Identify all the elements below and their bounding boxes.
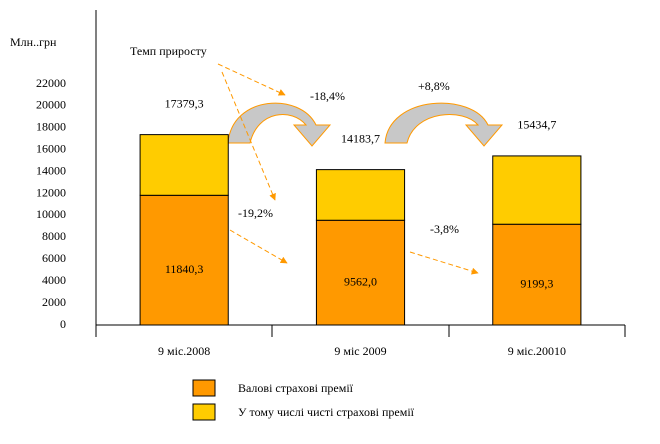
- annotation: Темп приросту: [130, 44, 207, 58]
- y-tick-label: 12000: [36, 185, 66, 199]
- bar-segment: [492, 223, 582, 326]
- dashed-arrow: [409, 251, 479, 275]
- x-tick-label: 9 міс.2008: [158, 344, 210, 358]
- legend-swatch: [192, 379, 216, 397]
- y-tick-label: 18000: [36, 120, 66, 134]
- annotation: -18,4%: [310, 89, 345, 103]
- y-tick-label: 0: [60, 317, 66, 331]
- data-label: 11840,3: [165, 262, 204, 276]
- total-label: 14183,7: [341, 131, 380, 145]
- y-tick-label: 10000: [36, 207, 66, 221]
- y-tick-label: 2000: [42, 295, 66, 309]
- annotation: -19,2%: [238, 206, 273, 220]
- bar-segment: [315, 219, 406, 326]
- data-label: 9199,3: [520, 276, 553, 290]
- annotation: +8,8%: [418, 79, 450, 93]
- dashed-arrow: [229, 229, 288, 264]
- y-tick-label: 20000: [36, 98, 66, 112]
- x-tick-label: 9 міс 2009: [334, 344, 386, 358]
- legend-label: Валові страхові премії: [238, 381, 354, 395]
- y-tick-label: 22000: [36, 76, 66, 90]
- dashed-arrow: [217, 63, 286, 96]
- growth-arrow: [384, 102, 504, 147]
- annotation: -3,8%: [430, 222, 459, 236]
- y-tick-label: 6000: [42, 251, 66, 265]
- growth-arrow: [227, 102, 332, 147]
- dashed-arrow: [221, 71, 276, 201]
- y-axis-label: Млн..грн: [10, 35, 57, 49]
- bar-segment: [139, 194, 229, 326]
- y-tick-label: 8000: [42, 229, 66, 243]
- x-tick-label: 9 міс.20010: [508, 344, 566, 358]
- total-label: 15434,7: [517, 118, 556, 132]
- y-tick-label: 14000: [36, 163, 66, 177]
- bar-segment: [315, 169, 406, 221]
- legend-label: У тому числі чисті страхові премії: [238, 405, 415, 419]
- data-label: 9562,0: [344, 274, 377, 288]
- bar-segment: [139, 134, 229, 196]
- legend-swatch: [192, 403, 216, 421]
- total-label: 17379,3: [165, 96, 204, 110]
- y-tick-label: 16000: [36, 141, 66, 155]
- bar-segment: [492, 155, 582, 225]
- y-tick-label: 4000: [42, 273, 66, 287]
